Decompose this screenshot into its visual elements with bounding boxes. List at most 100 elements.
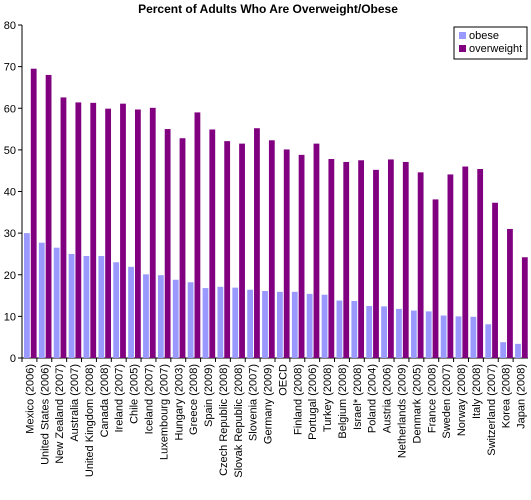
category-label: Japan (2008): [516, 364, 528, 429]
bar-overweight: [373, 169, 379, 358]
bar-overweight: [432, 199, 439, 358]
category-label: Italy (2008): [471, 364, 483, 419]
bar-overweight: [402, 161, 409, 358]
category-label: France (2008): [426, 364, 438, 433]
category-label: Luxembourg (2007): [158, 364, 170, 460]
category-label: Netherlands (2009): [397, 364, 409, 458]
bar-obese: [128, 266, 134, 358]
bar-obese: [172, 279, 179, 358]
bar-obese: [187, 282, 194, 358]
category-label: United Kingdom (2008): [84, 364, 96, 477]
category-label: United States (2006): [39, 364, 51, 465]
bar-obese: [24, 233, 30, 359]
bar-obese: [113, 262, 120, 358]
bar-obese: [381, 306, 387, 358]
legend-label-obese: obese: [469, 30, 499, 42]
category-label: Belgium (2008): [337, 364, 349, 439]
bar-overweight: [105, 108, 112, 358]
category-label: Spain (2009): [203, 364, 215, 427]
bar-overweight: [45, 74, 52, 358]
bar-obese: [202, 288, 209, 358]
category-label: Canada (2008): [99, 364, 111, 437]
chart-title: Percent of Adults Who Are Overweight/Obe…: [138, 2, 398, 16]
bar-obese: [143, 274, 149, 358]
bar-overweight: [507, 228, 513, 358]
y-tick-label: 80: [4, 20, 16, 32]
bar-obese: [396, 308, 402, 358]
bar-overweight: [30, 68, 37, 359]
y-tick-label: 70: [4, 62, 16, 74]
y-tick-label: 30: [4, 228, 16, 240]
category-label: Austria (2006): [382, 364, 394, 433]
category-label: Iceland (2007): [144, 364, 156, 434]
category-label: Czech Republic (2008): [218, 364, 230, 476]
bar-overweight: [387, 159, 394, 358]
category-label: Israel* (2008): [352, 364, 364, 430]
bar-overweight: [209, 129, 216, 358]
category-label: New Zealand (2007): [54, 364, 66, 464]
bar-overweight: [224, 141, 231, 358]
bar-obese: [157, 275, 164, 358]
category-label: Poland (2004): [367, 364, 379, 433]
category-label: Chile (2005): [129, 364, 141, 424]
bar-overweight: [75, 102, 82, 358]
bar-overweight: [328, 159, 335, 358]
bar-overweight: [521, 257, 528, 358]
bar-overweight: [447, 174, 454, 358]
bar-obese: [306, 293, 313, 358]
bar-overweight: [149, 107, 156, 358]
category-label: Hungary (2003): [173, 364, 185, 440]
category-label: Slovenia (2007): [248, 364, 260, 441]
bar-obese: [515, 343, 521, 358]
category-label: Ireland (2007): [114, 364, 126, 433]
bar-obese: [262, 290, 268, 358]
bar-overweight: [417, 172, 424, 358]
bar-overweight: [492, 202, 498, 358]
category-label: Korea (2008): [501, 364, 513, 428]
category-label: Finland (2008): [292, 364, 304, 435]
bar-overweight: [343, 161, 350, 358]
legend-box: [453, 26, 528, 60]
bar-obese: [440, 315, 447, 358]
bar-overweight: [90, 102, 97, 358]
category-label: Mexico (2006): [24, 364, 36, 434]
bar-obese: [366, 305, 373, 358]
category-label: Greece (2008): [188, 364, 200, 435]
y-tick-label: 0: [10, 353, 16, 365]
bar-obese: [53, 247, 60, 358]
bar-overweight: [298, 154, 305, 358]
y-tick-label: 50: [4, 145, 16, 157]
bar-obese: [232, 287, 239, 358]
legend: obese overweight: [453, 26, 528, 60]
bar-obese: [68, 253, 75, 358]
category-label: Norway (2008): [456, 364, 468, 436]
bar-overweight: [254, 128, 260, 358]
bar-obese: [425, 311, 432, 358]
bar-obese: [470, 316, 477, 358]
bar-overweight: [179, 138, 186, 358]
y-tick-label: 40: [4, 187, 16, 199]
bar-obese: [247, 289, 254, 358]
bar-obese: [38, 242, 45, 358]
bar-overweight: [268, 140, 275, 358]
bar-overweight: [164, 129, 171, 358]
bar-obese: [500, 342, 507, 358]
bar-obese: [351, 300, 358, 358]
bar-overweight: [194, 112, 201, 358]
bar-series-group: [24, 68, 528, 359]
category-label: Turkey (2008): [322, 364, 334, 432]
category-label: Portugal (2006): [307, 364, 319, 440]
bar-obese: [455, 316, 462, 359]
bar-obese: [83, 256, 90, 358]
bar-overweight: [313, 143, 320, 358]
bar-overweight: [358, 160, 365, 358]
bar-obese: [98, 256, 105, 358]
bar-obese: [291, 291, 298, 358]
category-label: Germany (2009): [263, 364, 275, 444]
y-tick-label: 20: [4, 270, 16, 282]
bar-overweight: [60, 97, 67, 359]
bar-obese: [336, 300, 343, 358]
bar-obese: [485, 324, 492, 358]
category-label: Slovak Republic (2008): [233, 364, 245, 478]
category-label: Denmark (2005): [411, 364, 423, 443]
